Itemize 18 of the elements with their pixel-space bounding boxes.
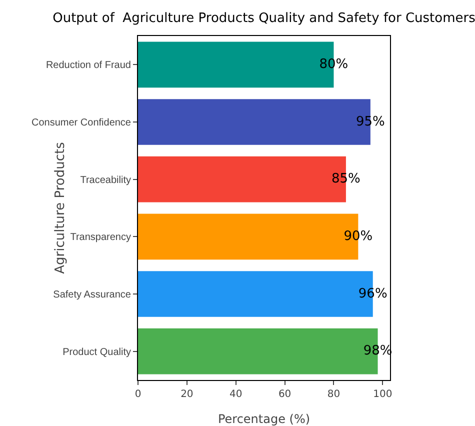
y-axis-title: Agriculture Products: [53, 142, 68, 274]
x-tick-label: 40: [229, 389, 242, 400]
y-tick-label: Transparency: [70, 232, 131, 244]
y-tick-label: Product Quality: [62, 346, 131, 358]
data-label: 85%: [332, 172, 360, 187]
data-label: 80%: [319, 56, 348, 72]
chart-title: Output of Agriculture Products Quality and Safety for Customers: [52, 10, 475, 26]
x-tick-label: 0: [134, 389, 142, 400]
y-tick-label: Consumer Confidence: [32, 118, 132, 128]
x-tick-label: 100: [373, 389, 392, 400]
y-tick-label: Safety Assurance: [53, 290, 132, 300]
y-tick-label: Traceability: [80, 174, 131, 186]
x-tick-label: 80: [327, 389, 340, 400]
y-tick-label: Reduction of Fraud: [46, 60, 131, 72]
x-tick-label: 20: [180, 389, 194, 400]
x-tick-label: 60: [278, 389, 292, 400]
data-label: 95%: [356, 114, 385, 130]
x-axis-title: Percentage (%): [218, 412, 310, 426]
